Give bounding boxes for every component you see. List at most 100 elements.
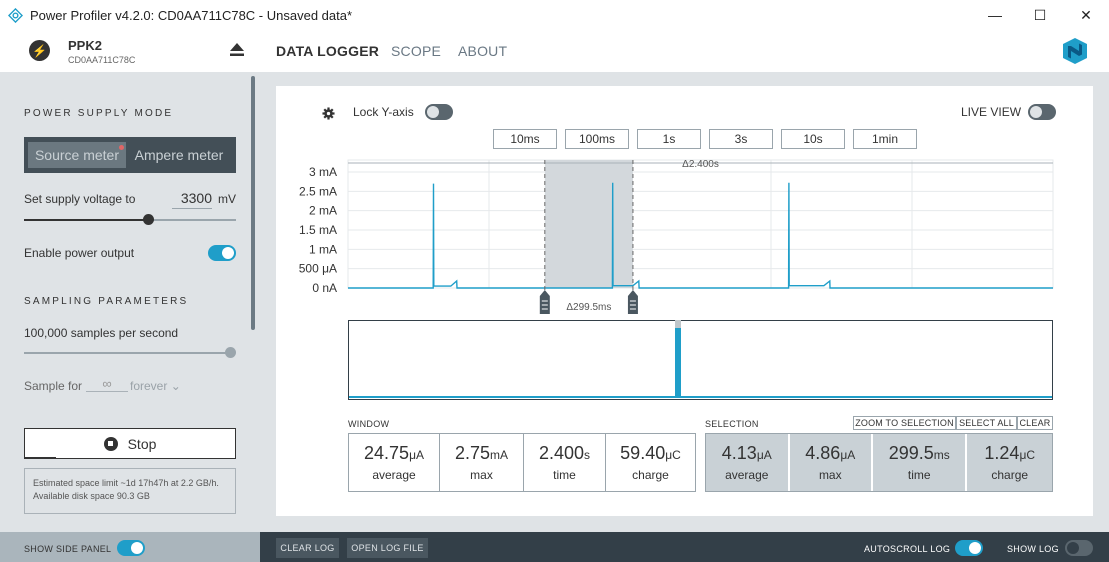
stop-button[interactable]: Stop bbox=[24, 428, 236, 459]
minimize-button[interactable]: — bbox=[988, 7, 1002, 23]
y-tick-label: 2.5 mA bbox=[299, 184, 337, 198]
zoom-10ms-button[interactable]: 10ms bbox=[493, 129, 557, 149]
show-log-label: SHOW LOG bbox=[1007, 544, 1059, 554]
tab-about[interactable]: ABOUT bbox=[458, 43, 508, 59]
sidebar-scrollbar[interactable] bbox=[251, 76, 255, 330]
clear-selection-button[interactable]: CLEAR bbox=[1017, 416, 1053, 430]
sample-for-input[interactable]: ∞ bbox=[86, 376, 128, 392]
voltage-slider-handle[interactable] bbox=[143, 214, 154, 225]
zoom-100ms-button[interactable]: 100ms bbox=[565, 129, 629, 149]
overview-minimap[interactable] bbox=[348, 320, 1054, 401]
stat-unit: μA bbox=[409, 448, 424, 462]
show-log-toggle[interactable] bbox=[1065, 540, 1093, 556]
lock-y-axis-toggle[interactable] bbox=[425, 104, 453, 120]
selection-right-handle[interactable] bbox=[627, 290, 638, 314]
supply-voltage-unit: mV bbox=[218, 192, 236, 206]
open-log-file-button[interactable]: OPEN LOG FILE bbox=[347, 538, 428, 558]
close-button[interactable]: ✕ bbox=[1080, 6, 1092, 23]
stat-unit: μC bbox=[665, 448, 681, 462]
clear-log-button[interactable]: CLEAR LOG bbox=[276, 538, 339, 558]
selection-charge: 1.24μC charge bbox=[967, 434, 1052, 491]
window-stats-heading: WINDOW bbox=[348, 419, 390, 429]
stat-value: 2.75 bbox=[454, 443, 491, 463]
window-duration-label: Δ2.400s bbox=[682, 159, 719, 170]
supply-voltage-input[interactable]: 3300 bbox=[172, 190, 212, 209]
sample-rate-slider-handle[interactable] bbox=[225, 347, 236, 358]
enable-power-output-toggle[interactable] bbox=[208, 245, 236, 261]
y-axis-labels: 3 mA 2.5 mA 2 mA 1.5 mA 1 mA 500 μA 0 nA bbox=[299, 165, 337, 295]
chevron-down-icon: ⌄ bbox=[170, 379, 181, 393]
stat-value: 2.400 bbox=[538, 443, 585, 463]
selection-left-handle[interactable] bbox=[539, 290, 550, 314]
current-trace bbox=[348, 182, 1053, 289]
selection-time: 299.5ms time bbox=[873, 434, 968, 491]
window-max: 2.75mA max bbox=[440, 434, 524, 491]
zoom-1s-button[interactable]: 1s bbox=[637, 129, 701, 149]
handle-grip[interactable] bbox=[539, 290, 550, 314]
stat-unit: mA bbox=[490, 448, 509, 462]
minimap-frame bbox=[348, 320, 1053, 400]
stat-unit: μA bbox=[840, 448, 856, 462]
stat-caption: average bbox=[372, 468, 416, 482]
stat-caption: max bbox=[470, 468, 493, 482]
autoscroll-log-toggle[interactable] bbox=[955, 540, 983, 556]
stat-unit: s bbox=[584, 448, 591, 462]
handle-grip[interactable] bbox=[627, 290, 638, 314]
selection-average: 4.13μA average bbox=[706, 434, 790, 491]
stat-value: 1.24 bbox=[984, 443, 1020, 463]
show-side-panel-toggle[interactable] bbox=[117, 540, 145, 556]
y-tick-label: 1.5 mA bbox=[299, 223, 337, 237]
stat-unit: ms bbox=[933, 448, 950, 462]
window-charge: 59.40μC charge bbox=[606, 434, 695, 491]
lock-y-axis-label: Lock Y-axis bbox=[353, 105, 414, 119]
live-view-toggle[interactable] bbox=[1028, 104, 1056, 120]
toggle-knob bbox=[1030, 106, 1042, 118]
current-chart[interactable]: 3 mA 2.5 mA 2 mA 1.5 mA 1 mA 500 μA 0 nA Δ2.40… bbox=[276, 152, 1076, 322]
stat-caption: max bbox=[818, 468, 842, 482]
stat-caption: time bbox=[553, 468, 576, 482]
zoom-10s-button[interactable]: 10s bbox=[781, 129, 845, 149]
ampere-meter-button[interactable]: Ampere meter bbox=[134, 147, 224, 163]
enable-power-output-label: Enable power output bbox=[24, 246, 135, 260]
maximize-button[interactable]: ☐ bbox=[1033, 6, 1047, 23]
stop-icon bbox=[103, 436, 118, 451]
source-meter-button[interactable]: Source meter bbox=[28, 142, 126, 168]
zoom-3s-button[interactable]: 3s bbox=[709, 129, 773, 149]
selection-region[interactable] bbox=[544, 160, 633, 288]
tab-data-logger[interactable]: DATA LOGGER bbox=[276, 43, 380, 59]
zoom-1min-button[interactable]: 1min bbox=[853, 129, 917, 149]
window-title: Power Profiler v4.2.0: CD0AA711C78C - Un… bbox=[30, 8, 353, 23]
y-tick-label: 0 nA bbox=[312, 281, 337, 295]
window-average: 24.75μA average bbox=[349, 434, 440, 491]
sample-for-label: Sample for bbox=[24, 379, 83, 393]
minimap-viewport-handle[interactable] bbox=[675, 320, 681, 328]
stop-label: Stop bbox=[127, 435, 157, 452]
source-meter-label: Source meter bbox=[34, 147, 120, 163]
gear-icon[interactable] bbox=[322, 107, 335, 120]
y-tick-label: 1 mA bbox=[309, 242, 337, 256]
window-time: 2.400s time bbox=[524, 434, 606, 491]
toggle-knob bbox=[1067, 542, 1079, 554]
tab-scope[interactable]: SCOPE bbox=[391, 43, 442, 59]
stat-unit: μA bbox=[756, 448, 772, 462]
stat-value: 24.75 bbox=[364, 443, 410, 463]
autoscroll-log-label: AUTOSCROLL LOG bbox=[864, 544, 951, 554]
y-tick-label: 3 mA bbox=[309, 165, 337, 179]
toggle-knob bbox=[969, 542, 981, 554]
source-meter-indicator-dot bbox=[119, 145, 124, 150]
stat-value: 59.40 bbox=[620, 443, 666, 463]
selection-max: 4.86μA max bbox=[790, 434, 874, 491]
sample-for-unit-dropdown[interactable]: forever ⌄ bbox=[130, 379, 181, 393]
window-stats: 24.75μA average 2.75mA max 2.400s time 59.4… bbox=[348, 433, 696, 492]
top-bar bbox=[0, 30, 1109, 72]
eject-icon[interactable] bbox=[229, 43, 245, 57]
power-mode-selector: Source meter Ampere meter bbox=[24, 137, 236, 173]
select-all-button[interactable]: SELECT ALL bbox=[956, 416, 1017, 430]
stat-value: 299.5 bbox=[888, 443, 934, 463]
device-serial: CD0AA711C78C bbox=[68, 55, 136, 65]
app-icon bbox=[8, 8, 23, 23]
sample-for-unit-label: forever bbox=[130, 379, 168, 393]
selection-stats-heading: SELECTION bbox=[705, 419, 759, 429]
sample-rate-slider-track[interactable] bbox=[24, 352, 230, 354]
zoom-to-selection-button[interactable]: ZOOM TO SELECTION bbox=[853, 416, 956, 430]
